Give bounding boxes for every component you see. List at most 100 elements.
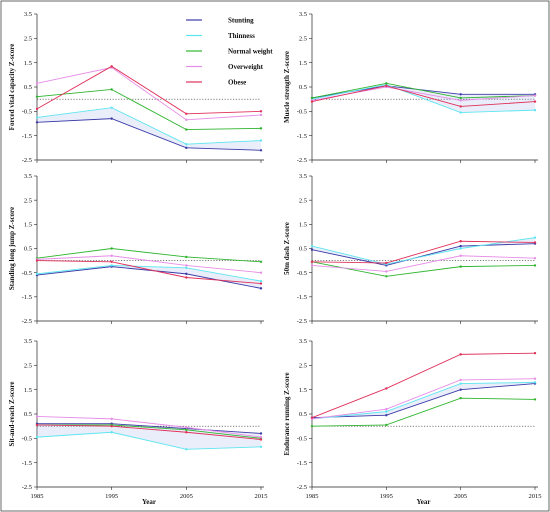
data-point xyxy=(459,247,462,250)
y-tick-label: -2.5 xyxy=(297,484,307,491)
y-tick-label: 0.5 xyxy=(24,246,32,253)
data-point xyxy=(310,416,314,419)
legend-item: Obese xyxy=(186,78,246,86)
data-point xyxy=(459,265,462,268)
legend-item: Normal weight xyxy=(186,47,273,55)
data-point xyxy=(459,378,462,382)
data-point xyxy=(110,117,113,120)
data-point xyxy=(185,431,188,434)
data-point xyxy=(533,398,537,401)
series-line-stunting xyxy=(311,243,536,266)
data-point xyxy=(110,431,113,434)
y-tick-label: 3.5 xyxy=(299,173,307,180)
y-tick-label: 3.5 xyxy=(24,11,32,18)
x-axis-label: Year xyxy=(417,498,431,506)
y-tick-label: -2.5 xyxy=(22,318,32,325)
data-point xyxy=(35,415,39,418)
series-line-obese xyxy=(36,424,262,440)
x-tick-label: 2005 xyxy=(454,493,467,500)
data-point xyxy=(35,259,39,262)
data-point xyxy=(310,264,314,267)
data-point xyxy=(110,88,113,91)
data-point xyxy=(110,260,113,263)
series-band xyxy=(37,107,261,151)
series-line-stunting xyxy=(311,383,536,419)
data-point xyxy=(259,260,263,263)
data-point xyxy=(110,424,113,428)
legend-label: Obese xyxy=(228,78,246,86)
series-line-normal-weight xyxy=(311,82,536,99)
y-tick-label: 1.5 xyxy=(299,387,307,394)
y-tick-label: 1.5 xyxy=(24,60,32,67)
data-point xyxy=(110,254,113,257)
y-tick-label: -2.5 xyxy=(22,484,32,491)
data-point xyxy=(533,94,537,97)
y-tick-label: 1.5 xyxy=(24,222,32,229)
data-point xyxy=(385,387,388,390)
series-line-normal-weight xyxy=(36,248,262,263)
x-tick-label: 1995 xyxy=(380,493,393,500)
y-tick-label: 3.5 xyxy=(299,338,307,345)
series-line-overweight xyxy=(311,255,536,272)
data-point xyxy=(459,396,462,400)
data-point xyxy=(459,244,462,248)
data-point xyxy=(185,428,188,432)
y-tick-label: -0.5 xyxy=(22,270,32,277)
data-point xyxy=(185,142,188,146)
y-tick-label: -1.5 xyxy=(297,294,307,301)
series-line-overweight xyxy=(36,67,262,121)
chart-panel-4: 3.5 2.5 1.5 0.5 -0.5 -1.5 -2.5 50m dash Z-score xyxy=(283,173,538,325)
data-point xyxy=(259,149,263,152)
data-point xyxy=(310,248,314,251)
y-tick-label: 2.5 xyxy=(24,197,32,204)
legend-label: Thinness xyxy=(228,32,255,40)
data-point xyxy=(533,100,537,103)
data-point xyxy=(110,65,113,68)
chart-panel-3: 3.5 2.5 1.5 0.5 -0.5 -1.5 -2.5 Standing long ju… xyxy=(8,173,264,325)
data-point xyxy=(185,128,188,131)
data-point xyxy=(385,84,388,87)
data-point xyxy=(35,82,39,85)
x-tick-label: 2005 xyxy=(180,493,193,500)
data-point xyxy=(185,448,188,451)
data-point xyxy=(459,382,462,385)
data-point xyxy=(185,266,188,270)
series-line-overweight xyxy=(311,378,536,420)
chart-panel-2: 3.5 2.5 1.5 0.5 -0.5 -1.5 -2.5 Muscle strength … xyxy=(283,11,538,164)
data-point xyxy=(259,287,263,290)
series-line-thinness xyxy=(36,264,262,282)
series-line-stunting xyxy=(37,423,262,434)
data-point xyxy=(459,105,462,108)
data-point xyxy=(259,279,263,283)
data-point xyxy=(459,96,462,100)
series-line-stunting xyxy=(36,118,262,151)
series-line-normal-weight xyxy=(311,397,536,427)
y-tick-label: 1.5 xyxy=(299,60,307,67)
x-tick-label: 2015 xyxy=(529,493,542,500)
data-point xyxy=(35,95,39,98)
x-tick-label: 1985 xyxy=(31,493,44,500)
data-point xyxy=(533,377,537,380)
data-point xyxy=(310,260,314,263)
data-point xyxy=(310,100,314,103)
y-tick-label: 0.5 xyxy=(24,84,32,91)
y-tick-label: -0.5 xyxy=(297,436,307,443)
y-tick-label: 3.5 xyxy=(299,11,307,18)
series-band xyxy=(37,265,261,289)
x-tick-label: 1985 xyxy=(306,493,319,500)
data-point xyxy=(185,118,188,122)
data-point xyxy=(110,247,113,250)
series-line-normal-weight xyxy=(36,88,262,131)
series-line-obese xyxy=(311,85,536,107)
x-tick-label: 1995 xyxy=(105,493,118,500)
data-point xyxy=(385,407,388,411)
chart-panel-6: 3.5 2.5 1.5 0.5 -0.5 -1.5 -2.5 1985 1995 2005 2015… xyxy=(283,338,542,506)
series-line-overweight xyxy=(36,415,262,438)
data-point xyxy=(259,113,263,117)
data-point xyxy=(459,93,462,96)
data-point xyxy=(385,82,388,85)
data-point xyxy=(35,116,39,119)
y-tick-label: -2.5 xyxy=(297,157,307,164)
series-line-thinness xyxy=(36,107,262,145)
